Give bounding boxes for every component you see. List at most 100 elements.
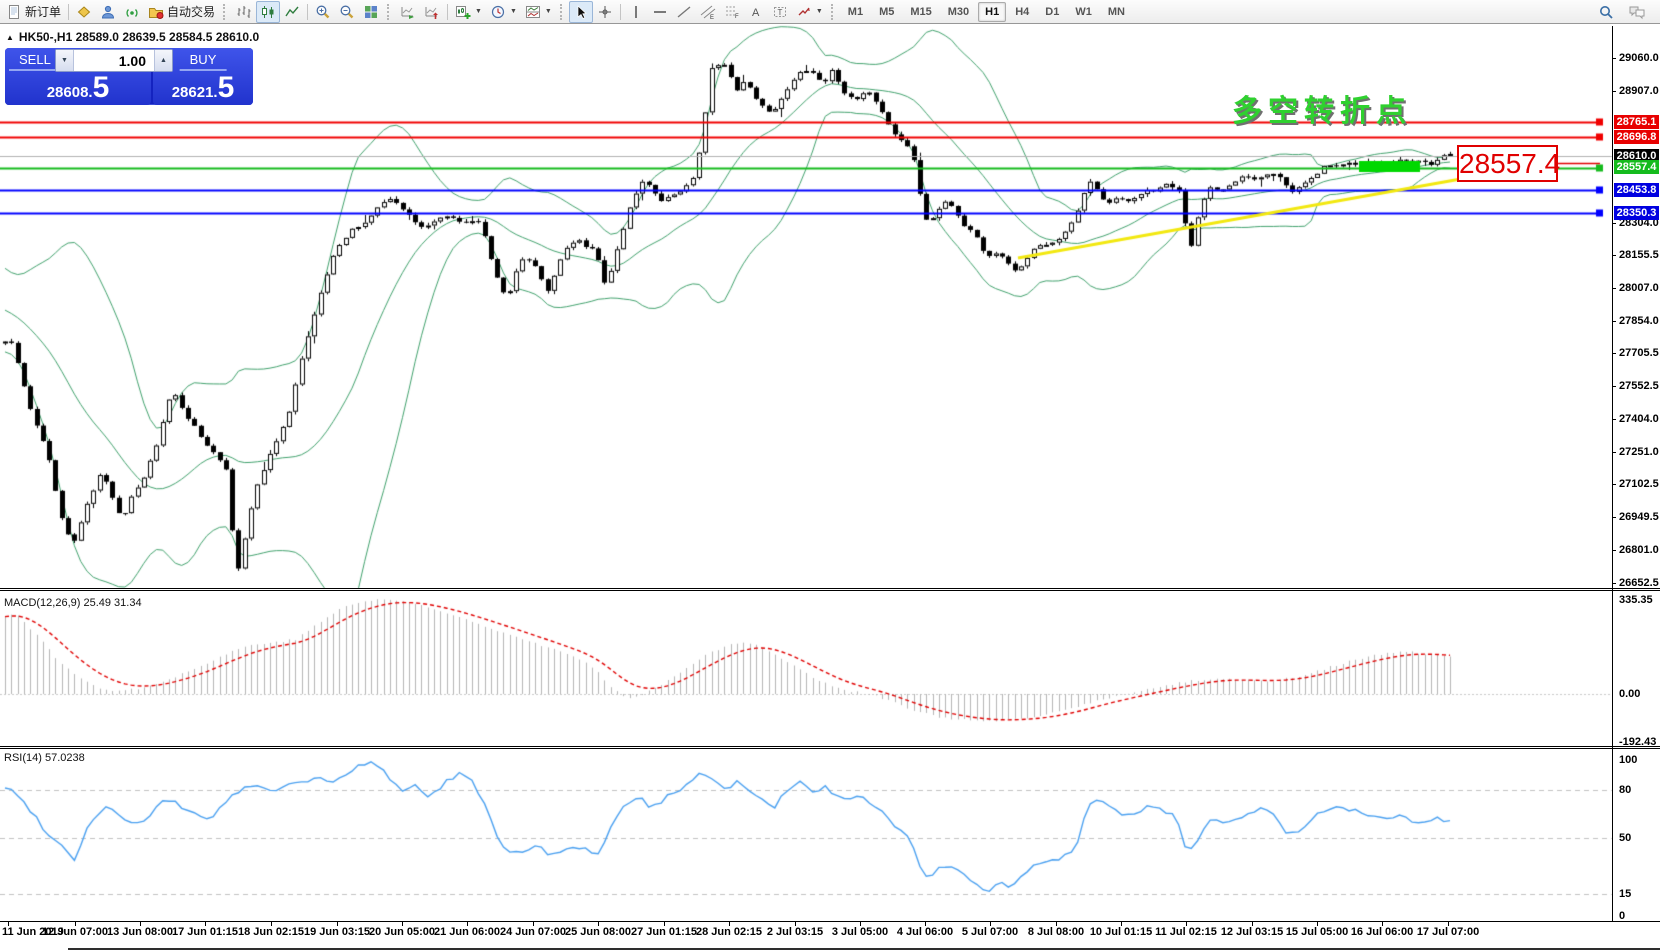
- expand-icon[interactable]: ▲: [6, 33, 14, 42]
- chevron-down-icon[interactable]: ▼: [544, 8, 552, 15]
- price-axis-line: [1612, 26, 1613, 922]
- timeframe-h1-button[interactable]: H1: [978, 1, 1007, 22]
- timeframe-m5-button[interactable]: M5: [879, 5, 895, 18]
- axis-label: 28007.0: [1619, 282, 1659, 294]
- chevron-down-icon[interactable]: ▼: [475, 8, 482, 15]
- time-label: 12 Jul 03:15: [1220, 926, 1284, 938]
- trend-line-button[interactable]: [672, 1, 696, 23]
- axis-label: 28304.0: [1619, 217, 1659, 229]
- toolbar-separator: [307, 3, 309, 20]
- bar-chart-button[interactable]: [232, 1, 256, 23]
- auto-scroll-button[interactable]: [396, 1, 420, 23]
- time-tick: [205, 921, 206, 926]
- axis-label: 26949.5: [1619, 511, 1659, 523]
- axis-label: 100: [1619, 754, 1638, 766]
- time-label: 11 Jun 2019: [2, 926, 64, 938]
- person-icon: [100, 4, 116, 20]
- zoom-out-button[interactable]: [335, 1, 359, 23]
- time-label: 18 Jun 02:15: [237, 926, 305, 938]
- text-label-button[interactable]: T: [768, 1, 792, 23]
- candle-chart-button[interactable]: [256, 0, 281, 23]
- time-tick: [729, 921, 730, 926]
- axis-tick: [1612, 58, 1616, 59]
- volume-input[interactable]: [74, 50, 154, 71]
- autoscroll-icon: [400, 4, 416, 20]
- price-callout[interactable]: 28557.4: [1457, 145, 1560, 182]
- new-chart-button[interactable]: ▼: [451, 1, 486, 23]
- funds-icon-button[interactable]: [72, 1, 96, 23]
- arrows-button[interactable]: ▼: [792, 1, 827, 23]
- line-chart-button[interactable]: [280, 1, 304, 23]
- textA-icon: A: [748, 4, 764, 20]
- panel-separator[interactable]: [0, 748, 1660, 749]
- axis-tick: [1612, 484, 1616, 485]
- price-line-label: 28765.1: [1614, 115, 1659, 129]
- tile-windows-button[interactable]: [359, 1, 383, 23]
- crosshair-icon: [597, 4, 613, 20]
- toolbar-right-group: [1594, 1, 1658, 23]
- sell-price: 28608.5: [46, 71, 110, 104]
- toolbar-drag-handle[interactable]: [387, 3, 392, 20]
- axis-label: 27552.5: [1619, 380, 1659, 392]
- hline-icon: [652, 4, 668, 20]
- new-order-button[interactable]: 新订单: [2, 1, 65, 23]
- tline-icon: [676, 4, 692, 20]
- time-label: 28 Jun 02:15: [695, 926, 763, 938]
- text-button[interactable]: A: [744, 1, 768, 23]
- fibonacci-button[interactable]: F: [720, 1, 744, 23]
- toolbar-drag-handle[interactable]: [559, 3, 565, 20]
- search-button[interactable]: [1594, 1, 1618, 23]
- gold-icon: [76, 4, 92, 20]
- time-tick: [925, 921, 926, 926]
- toolbar-drag-handle[interactable]: [223, 3, 228, 20]
- toolbar-separator: [68, 3, 70, 20]
- cursor-button[interactable]: [568, 0, 593, 23]
- axis-label: 28155.5: [1619, 249, 1659, 261]
- axis-label: 0: [1619, 910, 1626, 922]
- time-label: 17 Jul 07:00: [1416, 926, 1480, 938]
- signals-icon-button[interactable]: [120, 1, 144, 23]
- chat-button[interactable]: [1624, 1, 1650, 23]
- profile-icon-button[interactable]: [96, 1, 120, 23]
- annotation-turning-point[interactable]: 多空转折点: [1232, 95, 1412, 128]
- timeframe-m15-button[interactable]: M15: [910, 5, 932, 18]
- toolbar-drag-handle[interactable]: [830, 3, 836, 20]
- indicator-window-button[interactable]: ▼: [521, 1, 556, 23]
- textT-icon: T: [772, 4, 788, 20]
- timeframe-h4-button[interactable]: H4: [1015, 5, 1030, 18]
- volume-decrease-button[interactable]: ▼: [56, 50, 74, 71]
- svg-text:F: F: [735, 14, 739, 20]
- axis-label: 26801.0: [1619, 544, 1659, 556]
- clock-icon: [490, 4, 506, 20]
- panel-separator[interactable]: [0, 588, 1660, 589]
- zoom-in-button[interactable]: [311, 1, 335, 23]
- axis-label: 27705.5: [1619, 347, 1659, 359]
- crosshair-button[interactable]: [593, 1, 617, 23]
- time-label: 16 Jul 06:00: [1350, 926, 1414, 938]
- svg-text:T: T: [777, 8, 782, 17]
- time-tick: [337, 921, 338, 926]
- chevron-down-icon[interactable]: ▼: [815, 8, 823, 15]
- timeframe-w1-button[interactable]: W1: [1075, 5, 1092, 18]
- time-axis-line: [0, 921, 1660, 922]
- timeframe-d1-button[interactable]: D1: [1045, 5, 1060, 18]
- panel-separator[interactable]: [0, 746, 1660, 747]
- macd-label: MACD(12,26,9) 25.49 31.34: [4, 597, 142, 609]
- chevron-down-icon[interactable]: ▼: [509, 8, 517, 15]
- chart-shift-button[interactable]: [420, 1, 444, 23]
- horizontal-line-button[interactable]: [648, 1, 672, 23]
- algo-trading-button[interactable]: 自动交易: [144, 1, 219, 23]
- channel-button[interactable]: E: [696, 1, 720, 23]
- timeframe-mn-button[interactable]: MN: [1107, 5, 1125, 18]
- period-button[interactable]: ▼: [486, 1, 521, 23]
- timeframe-m30-button[interactable]: M30: [947, 5, 970, 18]
- time-tick: [140, 921, 141, 926]
- toolbar-separator: [619, 3, 621, 20]
- vertical-line-button[interactable]: [624, 1, 648, 23]
- time-tick: [1252, 921, 1253, 926]
- volume-increase-button[interactable]: ▲: [154, 50, 172, 71]
- panel-separator[interactable]: [0, 590, 1660, 591]
- price-line-label: 28557.4: [1614, 160, 1659, 174]
- timeframe-m1-button[interactable]: M1: [847, 5, 864, 18]
